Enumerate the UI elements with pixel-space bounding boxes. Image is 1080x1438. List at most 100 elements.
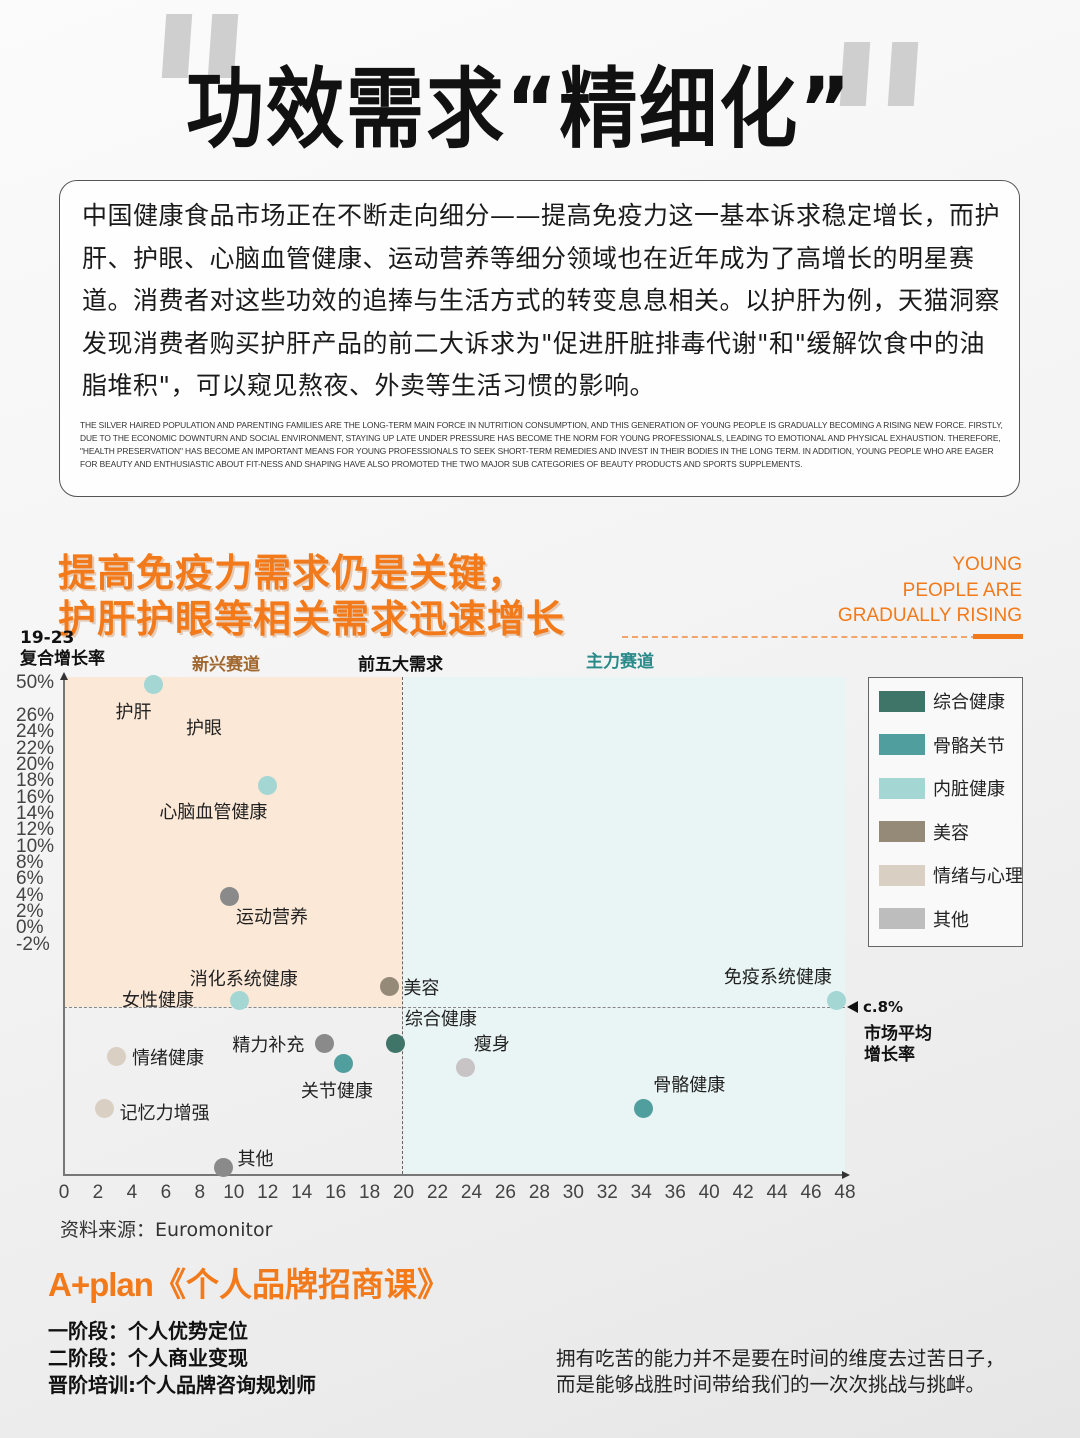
- x-tick-label: 28: [528, 1182, 550, 1203]
- course-banner: A+plan《个人品牌招商课》: [48, 1258, 450, 1306]
- data-point-label: 记忆力增强: [119, 1102, 210, 1124]
- y-tick-label: 8%: [16, 851, 44, 873]
- data-point-label: 瘦身: [473, 1033, 510, 1055]
- y-tick-label: 14%: [16, 802, 55, 824]
- tagline-accent-bar: [973, 634, 1023, 639]
- market-average-title: 市场平均 增长率: [864, 1024, 932, 1066]
- data-point-label: 护眼: [186, 718, 222, 739]
- data-point-label: 美容: [403, 978, 440, 1000]
- data-point-marker[interactable]: [257, 776, 277, 796]
- data-point-marker[interactable]: [827, 991, 847, 1011]
- legend-label: 美容: [933, 822, 969, 844]
- x-tick-label: 32: [596, 1182, 618, 1203]
- tagline-line-1: YOUNG: [952, 554, 1022, 575]
- y-axis: [63, 676, 65, 1175]
- data-source: 资料来源：Euromonitor: [60, 1219, 273, 1241]
- market-average-line: [64, 1007, 845, 1008]
- brand-logo: A+plan: [48, 1266, 154, 1303]
- y-axis-title: 19-23 复合增长率: [20, 628, 105, 670]
- main-quadrant: [404, 677, 845, 1174]
- tagline: YOUNG PEOPLE ARE GRADUALLY RISING: [838, 552, 1022, 629]
- data-point-marker[interactable]: [386, 1033, 406, 1053]
- course-stage-2: 二阶段：个人商业变现: [48, 1346, 248, 1370]
- legend-item: 骨骼关节: [879, 734, 1005, 757]
- x-tick-label: 0: [58, 1182, 70, 1203]
- data-point-label: 骨骼健康: [653, 1074, 726, 1096]
- x-tick-label: 40: [698, 1182, 720, 1203]
- page-title: 功效需求“精细化”: [186, 60, 853, 161]
- x-tick-label: 44: [766, 1182, 788, 1203]
- course-title: 《个人品牌招商课》: [152, 1265, 450, 1304]
- data-point-label: 护肝: [115, 702, 152, 723]
- x-tick-label: 30: [562, 1182, 584, 1203]
- y-tick-label: 4%: [16, 884, 44, 906]
- y-tick-label: 2%: [16, 900, 44, 922]
- x-tick-label: 6: [160, 1182, 172, 1203]
- y-axis-title-line-1: 19-23: [20, 628, 75, 648]
- x-tick-label: 24: [460, 1182, 483, 1203]
- data-point-marker[interactable]: [314, 1033, 334, 1053]
- x-tick-label: 2: [92, 1182, 104, 1203]
- x-tick-label: 36: [664, 1182, 686, 1203]
- legend-item: 其他: [879, 908, 969, 931]
- headline-line-2: 护肝护眼等相关需求迅速增长: [58, 597, 566, 641]
- y-tick-label: 20%: [16, 753, 55, 775]
- data-point-marker[interactable]: [95, 1099, 115, 1119]
- x-tick-label: 20: [392, 1182, 415, 1203]
- x-tick-label: 4: [126, 1182, 138, 1203]
- x-tick-label: 18: [359, 1182, 381, 1203]
- data-point-marker[interactable]: [633, 1099, 653, 1119]
- data-point-marker[interactable]: [230, 991, 250, 1011]
- data-point-label: 心脑血管健康: [159, 801, 268, 823]
- zone-label-emerging: 新兴赛道: [192, 655, 260, 675]
- market-average-title-line-1: 市场平均: [864, 1024, 932, 1044]
- data-point-marker[interactable]: [213, 1157, 233, 1177]
- x-tick-label: 16: [325, 1182, 347, 1203]
- y-tick-label: 24%: [16, 721, 55, 743]
- intro-paragraph-cn: 中国健康食品市场正在不断走向细分——提高免疫力这一基本诉求稳定增长，而护肝、护眼…: [82, 201, 1001, 400]
- intro-card: 中国健康食品市场正在不断走向细分——提高免疫力这一基本诉求稳定增长，而护肝、护眼…: [59, 180, 1020, 497]
- data-point-marker[interactable]: [456, 1058, 476, 1078]
- y-axis-title-line-2: 复合增长率: [20, 649, 105, 669]
- legend-label: 内脏健康: [933, 779, 1005, 800]
- data-point-marker[interactable]: [334, 1053, 354, 1073]
- legend-label: 情绪与心理: [933, 866, 1023, 887]
- data-point-marker[interactable]: [106, 1046, 126, 1066]
- y-tick-label: 6%: [16, 868, 44, 890]
- legend-swatch: [879, 864, 925, 886]
- y-tick-label: 26%: [16, 705, 55, 726]
- motto-line-2: 而是能够战胜时间带给我们的一次次挑战与挑衅。: [556, 1373, 986, 1396]
- tagline-line-2: PEOPLE ARE: [902, 579, 1022, 601]
- data-point-marker[interactable]: [379, 976, 399, 996]
- legend-swatch: [879, 690, 925, 712]
- data-point-label: 女性健康: [122, 990, 194, 1011]
- x-tick-label: 12: [257, 1182, 279, 1203]
- y-tick-label: 12%: [16, 819, 55, 841]
- y-tick-label: 22%: [16, 737, 55, 759]
- section-headline: 提高免疫力需求仍是关键， 护肝护眼等相关需求迅速增长: [58, 550, 565, 642]
- y-axis-arrow-icon: [60, 672, 68, 680]
- x-tick-label: 8: [194, 1182, 206, 1203]
- course-stages: 一阶段：个人优势定位 二阶段：个人商业变现 晋阶培训:个人品牌咨询规划师: [48, 1318, 316, 1399]
- motto-line-1: 拥有吃苦的能力并不是要在时间的维度去过苦日子，: [556, 1347, 1005, 1370]
- x-tick-label: 48: [834, 1182, 856, 1203]
- data-point-marker[interactable]: [220, 887, 240, 907]
- legend-label: 综合健康: [933, 692, 1005, 713]
- x-tick-label: 22: [426, 1182, 449, 1203]
- x-tick-label: 34: [630, 1182, 652, 1203]
- data-point-label: 综合健康: [404, 1009, 477, 1031]
- legend-item: 综合健康: [879, 690, 1005, 713]
- x-tick-label: 42: [732, 1182, 754, 1203]
- legend-label: 其他: [933, 909, 969, 931]
- intro-paragraph-en: THE SILVER HAIRED POPULATION AND PARENTI…: [80, 420, 1003, 469]
- market-average-pointer-icon: [847, 1001, 858, 1013]
- x-tick-label: 46: [800, 1182, 822, 1203]
- data-point-label: 关节健康: [300, 1081, 373, 1102]
- data-point-label: 免疫系统健康: [723, 966, 832, 988]
- data-point-marker[interactable]: [143, 674, 163, 694]
- legend-label: 骨骼关节: [933, 735, 1005, 757]
- y-tick-label: 18%: [16, 770, 55, 792]
- headline-line-1: 提高免疫力需求仍是关键，: [58, 551, 527, 595]
- y-tick-label: 10%: [16, 835, 55, 857]
- data-point-label: 情绪健康: [132, 1048, 205, 1070]
